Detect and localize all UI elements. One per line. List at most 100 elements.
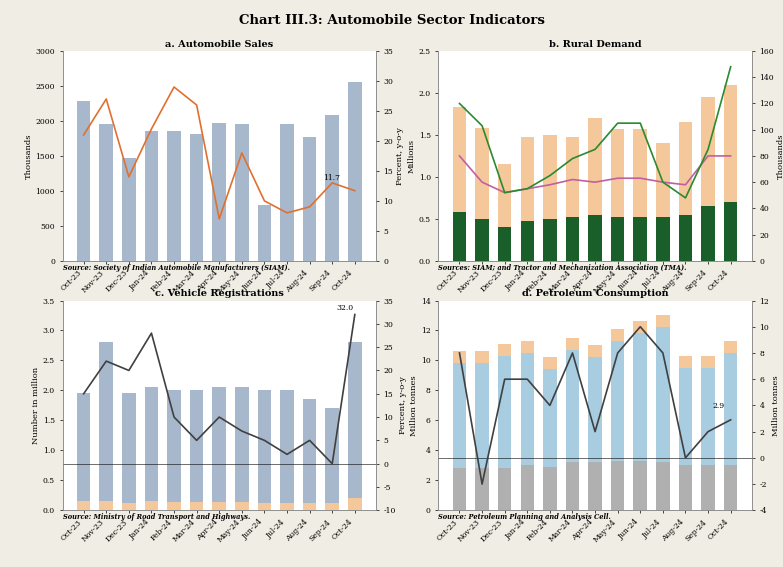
Bar	[611, 461, 625, 510]
Bar	[303, 137, 316, 261]
Bar	[565, 137, 579, 217]
Bar	[543, 135, 557, 219]
Bar	[475, 468, 489, 510]
Bar	[122, 393, 135, 510]
Bar	[212, 502, 226, 510]
Y-axis label: Million tonnes: Million tonnes	[772, 375, 780, 435]
Bar	[212, 123, 226, 261]
Bar	[498, 227, 511, 261]
Bar	[280, 125, 294, 261]
Bar	[679, 466, 692, 510]
Bar	[702, 206, 715, 261]
Bar	[99, 125, 113, 261]
Bar	[702, 356, 715, 368]
Bar	[145, 387, 158, 510]
Bar	[475, 363, 489, 468]
Bar	[588, 357, 602, 462]
Bar	[611, 329, 625, 341]
Bar	[724, 353, 738, 466]
Bar	[521, 466, 534, 510]
Bar	[326, 503, 339, 510]
Title: b. Rural Demand: b. Rural Demand	[549, 40, 641, 49]
Bar	[724, 341, 738, 353]
Bar	[702, 97, 715, 206]
Bar	[611, 341, 625, 461]
Bar	[679, 368, 692, 466]
Bar	[498, 164, 511, 227]
Bar	[656, 143, 669, 217]
Y-axis label: Percent, y-o-y: Percent, y-o-y	[396, 127, 404, 185]
Bar	[235, 125, 249, 261]
Bar	[565, 462, 579, 510]
Bar	[565, 338, 579, 350]
Y-axis label: Millions: Millions	[408, 139, 416, 173]
Bar	[168, 502, 181, 510]
Bar	[702, 466, 715, 510]
Bar	[588, 215, 602, 261]
Bar	[453, 468, 466, 510]
Bar	[348, 498, 362, 510]
Bar	[189, 134, 204, 261]
Bar	[588, 345, 602, 357]
Bar	[702, 368, 715, 466]
Text: 11.7: 11.7	[323, 174, 340, 182]
Bar	[258, 391, 271, 510]
Bar	[679, 356, 692, 368]
Bar	[611, 129, 625, 217]
Legend: Motorcycle sales, Scooters, Three wheeler sales (RHS), Tractor sales (RHS): Motorcycle sales, Scooters, Three wheele…	[438, 324, 651, 349]
Bar	[122, 158, 135, 261]
Y-axis label: Million tonnes: Million tonnes	[410, 375, 418, 435]
Bar	[565, 217, 579, 261]
Bar	[168, 131, 181, 261]
Bar	[77, 393, 90, 510]
Bar	[724, 466, 738, 510]
Bar	[280, 502, 294, 510]
Y-axis label: Number in million: Number in million	[32, 367, 40, 444]
Bar	[521, 221, 534, 261]
Bar	[99, 342, 113, 510]
Bar	[543, 219, 557, 261]
Text: 2.9: 2.9	[713, 402, 725, 410]
Bar	[189, 502, 204, 510]
Bar	[633, 321, 647, 333]
Bar	[235, 387, 249, 510]
Y-axis label: Thousands: Thousands	[777, 133, 783, 179]
Bar	[348, 342, 362, 510]
Text: Sources: SIAM; and Tractor and Mechanization Association (TMA).: Sources: SIAM; and Tractor and Mechaniza…	[438, 264, 687, 272]
Bar	[521, 137, 534, 221]
Bar	[656, 462, 669, 510]
Bar	[303, 503, 316, 510]
Bar	[99, 501, 113, 510]
Text: 32.0: 32.0	[337, 304, 354, 312]
Bar	[453, 212, 466, 261]
Bar	[453, 352, 466, 363]
Title: a. Automobile Sales: a. Automobile Sales	[165, 40, 273, 49]
Bar	[679, 215, 692, 261]
Bar	[212, 387, 226, 510]
Bar	[656, 315, 669, 328]
Bar	[498, 344, 511, 356]
Text: Chart III.3: Automobile Sector Indicators: Chart III.3: Automobile Sector Indicator…	[239, 14, 544, 27]
Text: Source: Society of Indian Automobile Manufacturers (SIAM).: Source: Society of Indian Automobile Man…	[63, 264, 290, 272]
Y-axis label: Percent, y-o-y: Percent, y-o-y	[399, 376, 406, 434]
Bar	[498, 468, 511, 510]
Bar	[280, 391, 294, 510]
Bar	[168, 391, 181, 510]
Bar	[656, 217, 669, 261]
Bar	[145, 501, 158, 510]
Text: Source: Petroleum Planning and Analysis Cell.: Source: Petroleum Planning and Analysis …	[438, 513, 612, 521]
Bar	[326, 408, 339, 510]
Title: c. Vehicle Registrations: c. Vehicle Registrations	[155, 289, 283, 298]
Bar	[543, 370, 557, 467]
Bar	[122, 503, 135, 510]
Bar	[189, 391, 204, 510]
Title: d. Petroleum Consumption: d. Petroleum Consumption	[521, 289, 669, 298]
Bar	[588, 118, 602, 215]
Bar	[521, 341, 534, 353]
Bar	[611, 217, 625, 261]
Bar	[679, 122, 692, 215]
Bar	[565, 350, 579, 462]
Bar	[724, 202, 738, 261]
Bar	[326, 115, 339, 261]
Bar	[475, 219, 489, 261]
